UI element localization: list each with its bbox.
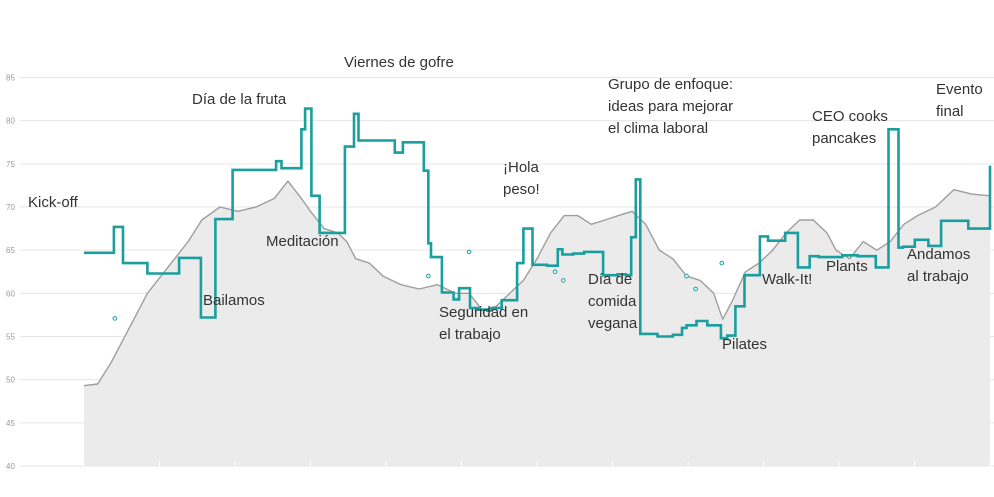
- scatter-points: [112, 249, 725, 321]
- annotation-line: pancakes: [812, 130, 876, 147]
- annotation-line: Plants: [826, 258, 868, 275]
- annotation-label: Walk-It!: [762, 271, 812, 288]
- y-tick-label: 40: [6, 462, 15, 471]
- annotation-line: final: [936, 103, 964, 120]
- y-tick-label: 70: [6, 203, 15, 212]
- annotation-line: el trabajo: [439, 326, 501, 343]
- scatter-point: [552, 269, 558, 275]
- x-axis-ticks: [83, 462, 991, 466]
- annotation-label: Grupo de enfoque: ideas para mejorar el cl…: [608, 76, 733, 137]
- annotation-line: Evento: [936, 81, 983, 98]
- annotation-line: Grupo de enfoque:: [608, 76, 733, 93]
- scatter-point: [466, 249, 472, 255]
- annotation-line: Bailamos: [203, 292, 265, 309]
- y-tick-label: 75: [6, 160, 15, 169]
- area-series: [83, 180, 991, 466]
- scatter-point: [426, 273, 431, 279]
- annotation-label: Evento final: [936, 81, 983, 120]
- annotation-label: Seguridad en el trabajo: [439, 304, 528, 343]
- annotation-line: peso!: [503, 181, 540, 198]
- annotation-line: Meditación: [266, 233, 339, 250]
- annotation-label: Meditación: [266, 233, 339, 250]
- annotation-line: Pilates: [722, 336, 767, 353]
- annotation-line: ideas para mejorar: [608, 98, 733, 115]
- y-tick-label: 85: [6, 74, 15, 83]
- annotation-label: Plants: [826, 258, 868, 275]
- annotation-label: Día de la fruta: [192, 91, 287, 108]
- annotation-label: Andamos al trabajo: [907, 246, 970, 285]
- annotation-line: Día de: [588, 271, 632, 288]
- scatter-point: [112, 316, 118, 321]
- annotation-line: Viernes de gofre: [344, 54, 454, 71]
- scatter-point: [719, 260, 725, 266]
- annotation-line: vegana: [588, 315, 638, 332]
- y-tick-label: 80: [6, 117, 15, 126]
- scatter-point: [693, 286, 698, 292]
- scatter-point: [684, 273, 689, 279]
- annotation-line: ¡Hola: [503, 159, 540, 176]
- step-series: [84, 107, 992, 340]
- step-line: [84, 107, 992, 340]
- annotation-line: Walk-It!: [762, 271, 812, 288]
- annotation-line: Seguridad en: [439, 304, 528, 321]
- y-tick-label: 65: [6, 246, 15, 255]
- annotation-line: Andamos: [907, 246, 970, 263]
- y-tick-label: 60: [6, 289, 15, 298]
- y-tick-label: 50: [6, 376, 15, 385]
- area-fill: [84, 181, 990, 466]
- area-line: [83, 180, 991, 387]
- annotation-label: ¡Hola peso!: [503, 159, 540, 198]
- annotation-line: Kick-off: [28, 194, 79, 211]
- annotation-label: Día de comida vegana: [588, 271, 638, 332]
- annotation-line: CEO cooks: [812, 108, 888, 125]
- y-tick-label: 45: [6, 419, 15, 428]
- annotation-line: comida: [588, 293, 637, 310]
- annotation-label: Kick-off: [28, 194, 79, 211]
- y-tick-label: 55: [6, 333, 15, 342]
- annotation-line: al trabajo: [907, 268, 969, 285]
- annotation-label: Viernes de gofre: [344, 54, 454, 71]
- annotation-label: Bailamos: [203, 292, 265, 309]
- scatter-point: [561, 278, 566, 283]
- y-axis-labels: 40 45 50 55 60 65 70 75 80 85: [6, 74, 15, 472]
- event-annotations: Kick-off Bailamos Día de la fruta Meditació…: [28, 54, 983, 353]
- annotation-line: Día de la fruta: [192, 91, 287, 108]
- annotation-line: el clima laboral: [608, 120, 708, 137]
- annotation-label: Pilates: [722, 336, 767, 353]
- annotation-label: CEO cooks pancakes: [812, 108, 888, 147]
